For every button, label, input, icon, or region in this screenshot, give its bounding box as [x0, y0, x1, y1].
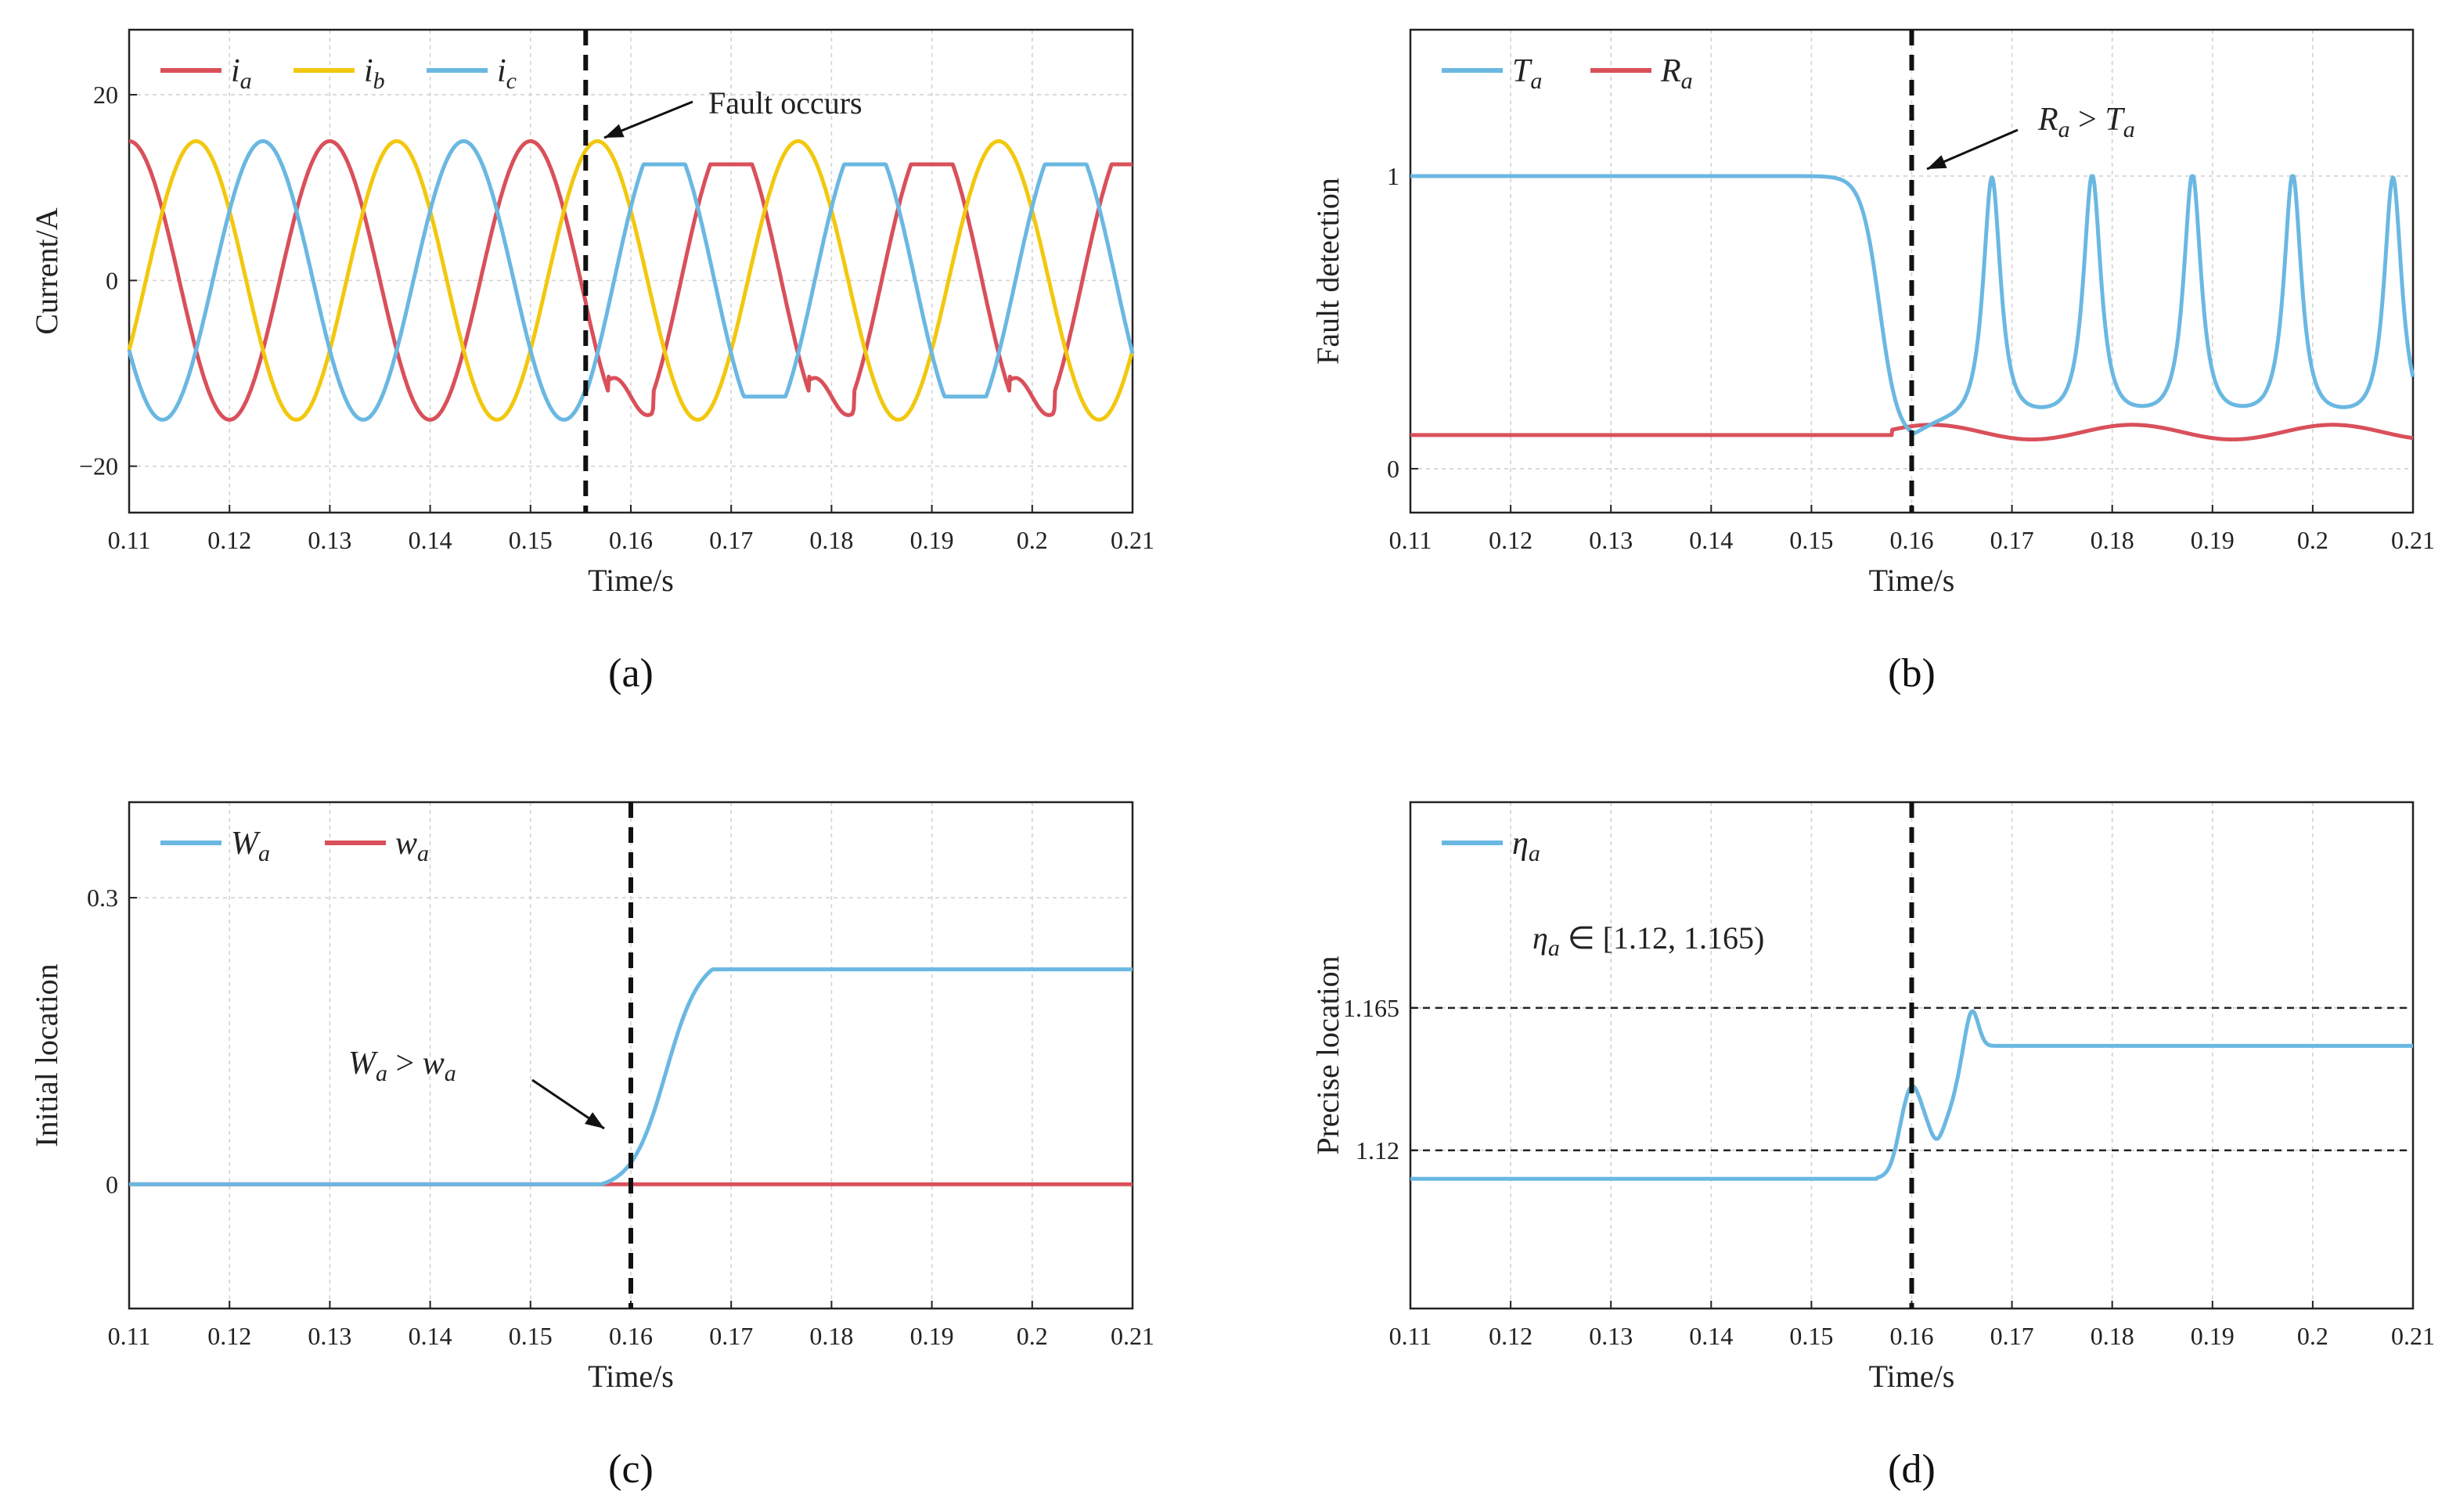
panel-label: (a): [608, 651, 654, 696]
annotation-arrow-head: [585, 1112, 604, 1129]
x-tick-label: 0.2: [2297, 1322, 2328, 1350]
y-tick-label: 0: [106, 1170, 118, 1198]
x-tick-label: 0.12: [207, 526, 251, 554]
y-tick-label: 0.3: [87, 884, 118, 912]
x-axis-label: Time/s: [1869, 563, 1955, 598]
x-tick-label: 0.14: [1689, 1322, 1733, 1350]
x-tick-label: 0.15: [509, 1322, 553, 1350]
x-tick-label: 0.14: [409, 1322, 452, 1350]
x-tick-label: 0.13: [1589, 1322, 1633, 1350]
x-tick-label: 0.12: [1489, 526, 1532, 554]
legend-Wa-label: Wa: [231, 826, 270, 866]
annotation-eta-range: ηa ∈ [1.12, 1.165): [1532, 920, 1764, 961]
y-axis-label: Fault detection: [1310, 178, 1345, 365]
annotation-wa-gt-wa: Wa > wa: [348, 1046, 456, 1086]
y-tick-label: 0: [1387, 455, 1399, 483]
x-tick-label: 0.14: [409, 526, 452, 554]
panel-a: 0.11 0.12 0.13 0.14 0.15 0.16 0.17 0.18 0.19 0.2 0…: [29, 28, 1154, 696]
x-tick-label: 0.11: [1389, 1322, 1432, 1350]
x-tick-label: 0.15: [509, 526, 553, 554]
x-axis-label: Time/s: [588, 1359, 674, 1394]
x-tick-label: 0.15: [1789, 1322, 1833, 1350]
x-tick-label: 0.15: [1789, 526, 1833, 554]
x-tick-label: 0.2: [1017, 526, 1048, 554]
x-tick-label: 0.11: [1389, 526, 1432, 554]
x-tick-label: 0.21: [1111, 526, 1154, 554]
x-tick-label: 0.19: [910, 526, 954, 554]
legend-ib-label: ib: [364, 53, 385, 94]
y-axis-label: Initial location: [29, 963, 64, 1147]
x-tick-label: 0.2: [1017, 1322, 1048, 1350]
panel-c: 0.11 0.12 0.13 0.14 0.15 0.16 0.17 0.18 0.19 0.2 0…: [29, 801, 1154, 1492]
x-tick-label: 0.13: [1589, 526, 1633, 554]
annotation-arrow-head: [604, 124, 625, 138]
x-tick-label: 0.16: [609, 526, 653, 554]
x-tick-label: 0.16: [1890, 1322, 1934, 1350]
x-tick-label: 0.13: [308, 526, 351, 554]
legend-Ra-label: Ra: [1660, 53, 1693, 94]
trace-Ra: [1409, 423, 2415, 441]
y-tick-label: 0: [106, 266, 118, 294]
legend-wa-label: wa: [395, 826, 429, 866]
x-tick-label: 0.19: [910, 1322, 954, 1350]
x-tick-label: 0.19: [2191, 1322, 2235, 1350]
x-tick-label: 0.12: [207, 1322, 251, 1350]
x-tick-label: 0.12: [1489, 1322, 1532, 1350]
y-tick-label: 1.165: [1343, 994, 1399, 1022]
x-tick-label: 0.17: [1990, 526, 2034, 554]
x-tick-label: 0.21: [2391, 1322, 2435, 1350]
x-tick-label: 0.18: [809, 1322, 853, 1350]
x-tick-label: 0.16: [609, 1322, 653, 1350]
plot-frame: [128, 28, 1134, 514]
x-tick-label: 0.18: [2091, 1322, 2134, 1350]
x-tick-label: 0.21: [1111, 1322, 1154, 1350]
legend-Ta-label: Ta: [1512, 53, 1542, 94]
legend-ic-label: ic: [497, 53, 517, 94]
legend-ia-label: ia: [231, 53, 252, 94]
y-axis-label: Current/A: [29, 207, 64, 334]
x-tick-label: 0.18: [2091, 526, 2134, 554]
x-tick-label: 0.16: [1890, 526, 1934, 554]
x-tick-label: 0.13: [308, 1322, 351, 1350]
x-tick-label: 0.21: [2391, 526, 2435, 554]
trace-ic: [127, 139, 1135, 422]
panel-label: (c): [608, 1447, 654, 1492]
annotation-ra-gt-ta: Ra > Ta: [2037, 102, 2135, 142]
y-tick-label: 1: [1387, 162, 1399, 190]
panel-label: (b): [1888, 651, 1936, 696]
x-tick-label: 0.17: [709, 1322, 753, 1350]
x-axis-label: Time/s: [1869, 1359, 1955, 1394]
annotation-arrow-head: [1927, 155, 1947, 169]
y-tick-label: −20: [79, 452, 118, 481]
y-tick-label: 20: [93, 81, 118, 109]
y-tick-label: 1.12: [1356, 1136, 1399, 1165]
x-tick-label: 0.19: [2191, 526, 2235, 554]
panel-d: 0.11 0.12 0.13 0.14 0.15 0.16 0.17 0.18 0.19 0.2 0…: [1310, 801, 2435, 1492]
legend-eta-a-label: ηa: [1512, 826, 1540, 866]
x-tick-label: 0.17: [709, 526, 753, 554]
annotation-fault-occurs: Fault occurs: [708, 85, 863, 121]
x-axis-label: Time/s: [588, 563, 674, 598]
x-tick-label: 0.11: [108, 526, 151, 554]
y-axis-label: Precise location: [1310, 956, 1345, 1154]
x-tick-label: 0.2: [2297, 526, 2328, 554]
x-tick-label: 0.17: [1990, 1322, 2034, 1350]
x-tick-label: 0.18: [809, 526, 853, 554]
x-tick-label: 0.14: [1689, 526, 1733, 554]
x-tick-label: 0.11: [108, 1322, 151, 1350]
panel-b: 0.11 0.12 0.13 0.14 0.15 0.16 0.17 0.18 0.19 0.2 0…: [1310, 28, 2435, 696]
panel-label: (d): [1888, 1447, 1936, 1492]
